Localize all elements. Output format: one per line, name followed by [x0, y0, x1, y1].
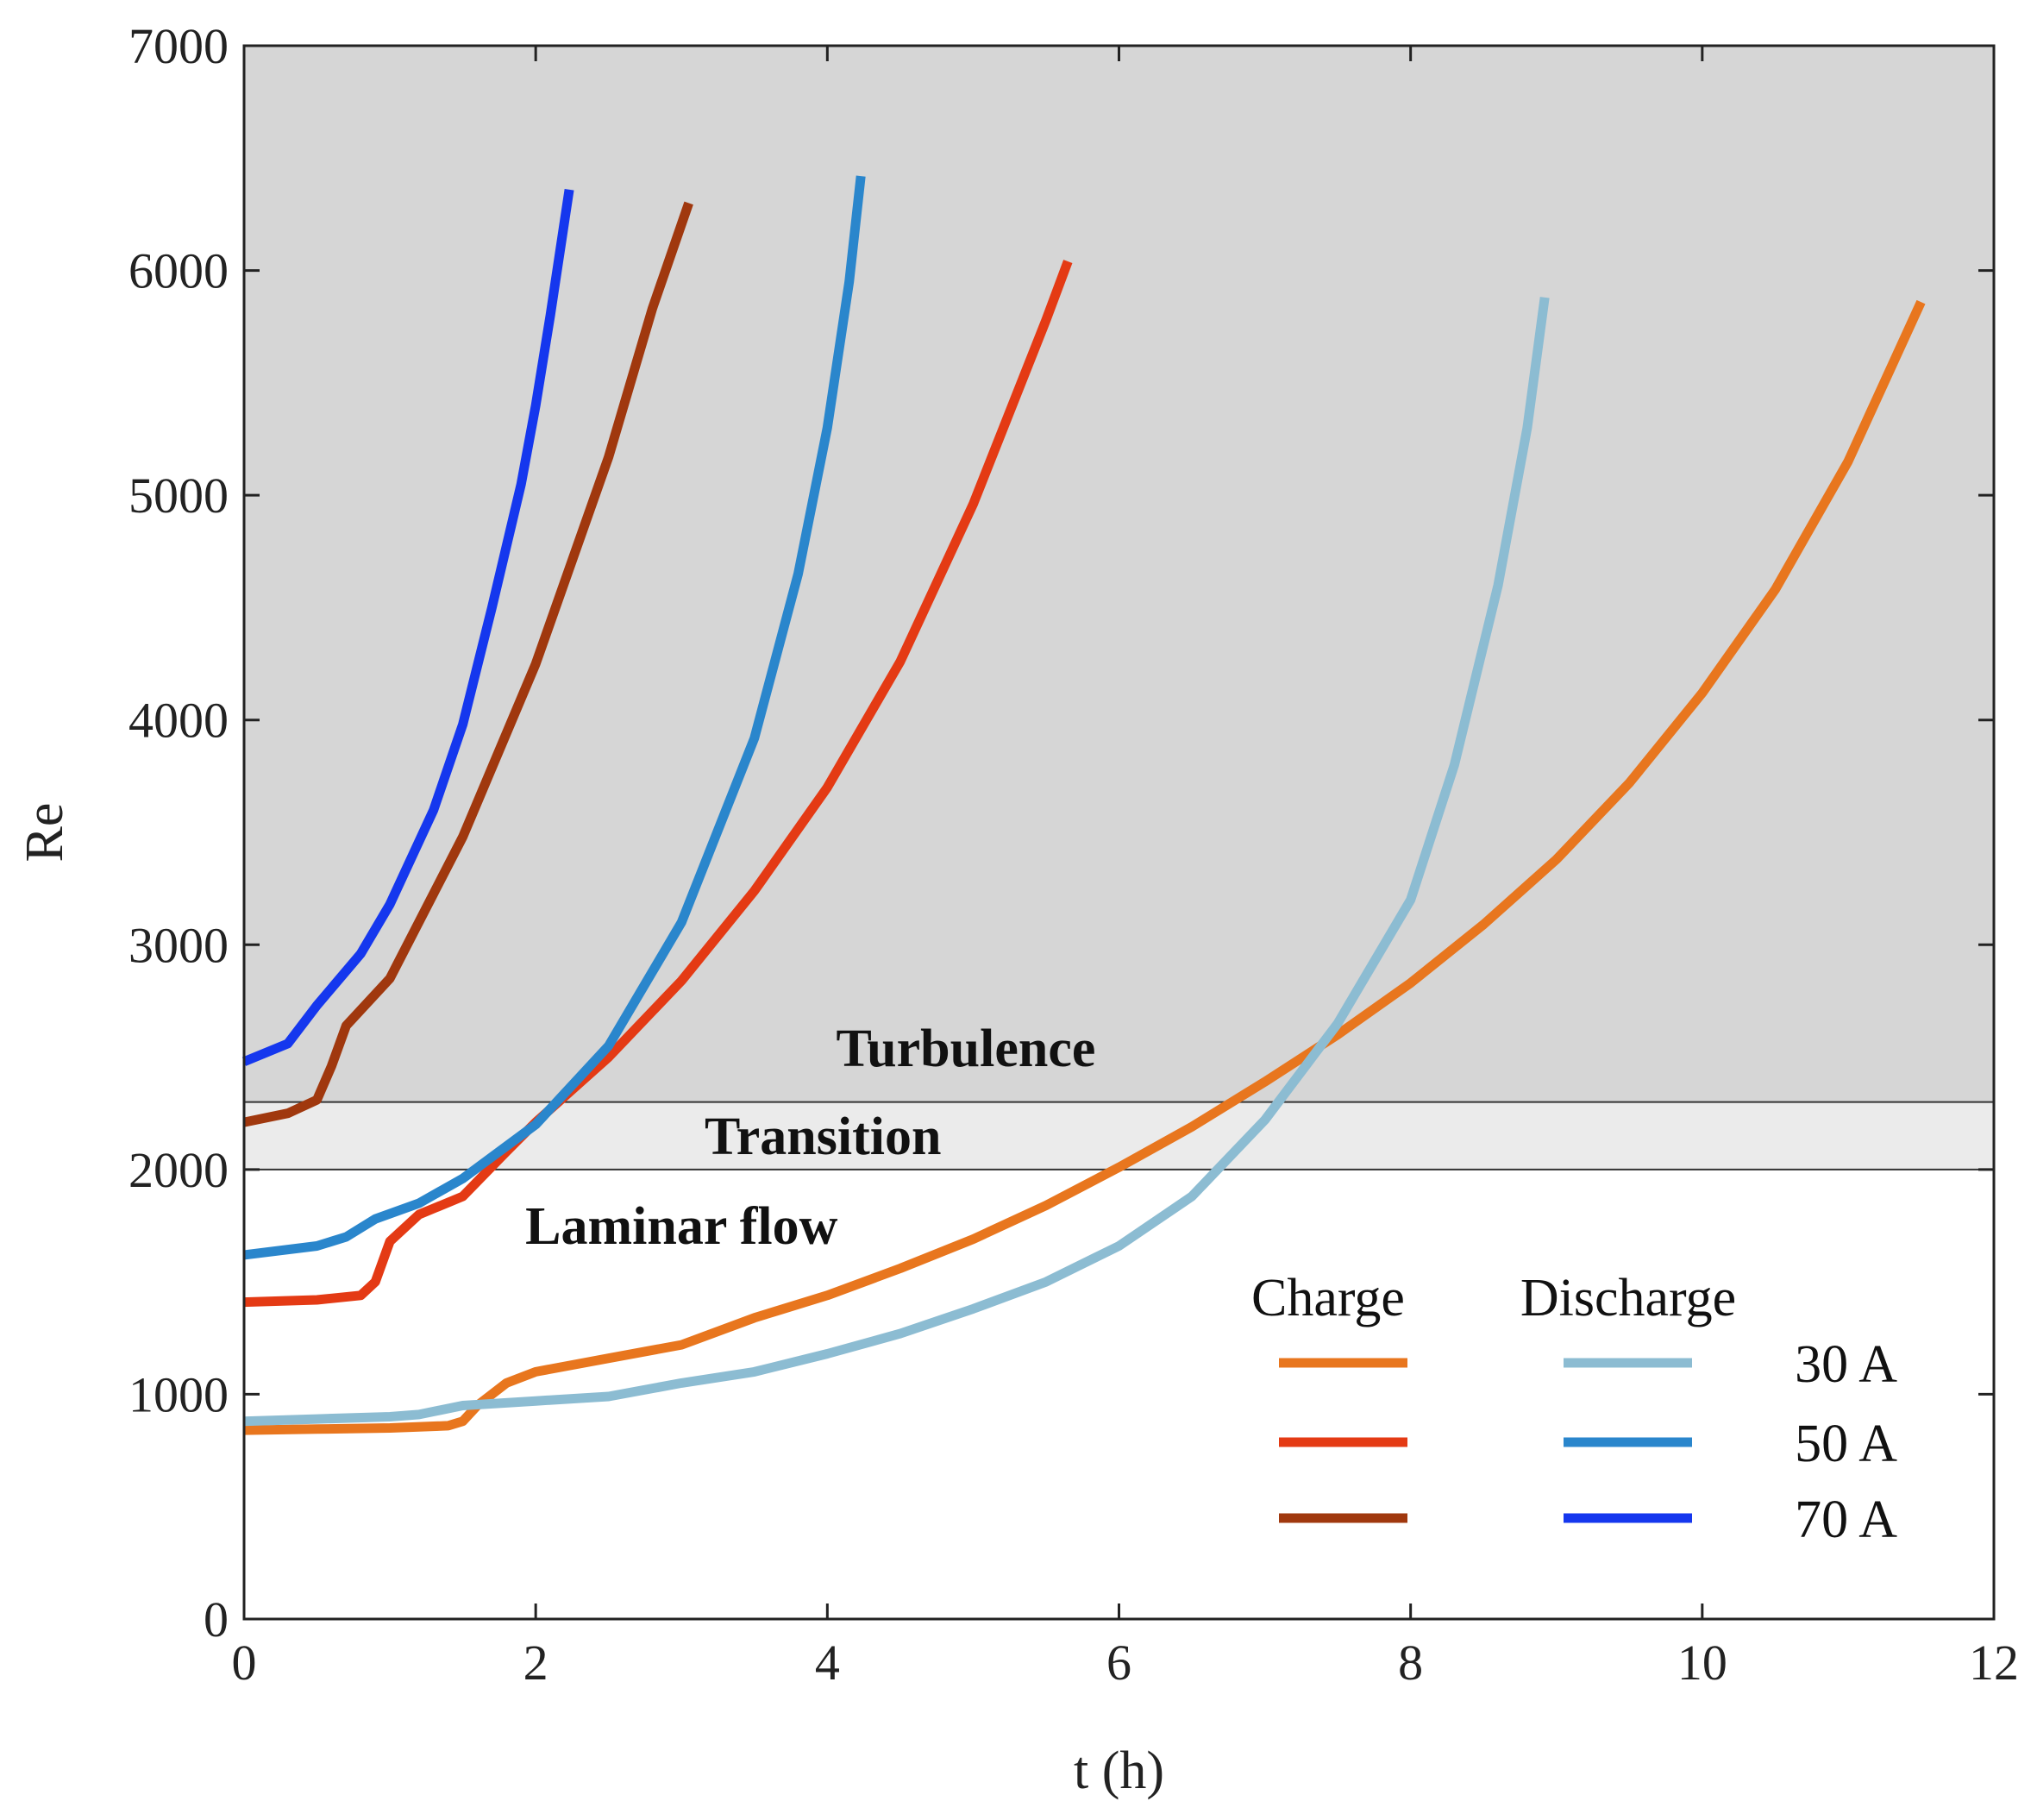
- x-tick-label: 4: [815, 1635, 840, 1691]
- series-line-charge-70a: [242, 201, 693, 1127]
- axis-ticks: [242, 44, 1996, 1621]
- legend-charge-header: Charge: [1251, 1269, 1405, 1327]
- x-tick-label: 0: [232, 1635, 257, 1691]
- x-tick-label: 2: [523, 1635, 548, 1691]
- y-tick-label: 3000: [128, 917, 229, 973]
- legend-current-label: 30 A: [1795, 1335, 1897, 1394]
- y-tick-label: 4000: [128, 693, 229, 749]
- y-axis-title: Re: [16, 803, 74, 863]
- series-line-discharge-70a: [241, 188, 574, 1066]
- region-label-turbulence: Turbulence: [837, 1020, 1096, 1078]
- x-tick-label: 8: [1398, 1635, 1423, 1691]
- series-lines: [241, 175, 1926, 1435]
- x-axis-title: t (h): [1074, 1742, 1164, 1800]
- y-tick-label: 1000: [128, 1366, 229, 1422]
- region-laminar-flow: [244, 1169, 1994, 1619]
- x-tick-label: 12: [1969, 1635, 2019, 1691]
- x-tick-label: 6: [1106, 1635, 1131, 1691]
- y-tick-label: 7000: [128, 18, 229, 74]
- y-tick-label: 5000: [128, 468, 229, 524]
- legend-current-label: 50 A: [1795, 1415, 1897, 1473]
- region-labels: Laminar flow Transition Turbulence: [525, 1020, 1095, 1256]
- legend-discharge-header: Discharge: [1520, 1269, 1736, 1327]
- flow-regions: [244, 46, 1994, 1619]
- region-turbulence: [244, 46, 1994, 1102]
- y-tick-label: 6000: [128, 243, 229, 299]
- y-tick-label: 0: [204, 1591, 229, 1647]
- region-transition: [244, 1101, 1994, 1170]
- region-label-transition: Transition: [705, 1108, 941, 1166]
- y-tick-label: 2000: [128, 1142, 229, 1198]
- legend: Charge Discharge 30 A 50 A 70 A: [1251, 1269, 1897, 1549]
- legend-items: 30 A 50 A 70 A: [1279, 1335, 1897, 1549]
- series-line-discharge-50a: [243, 175, 866, 1260]
- series-line-charge-30a: [243, 299, 1926, 1435]
- x-tick-label: 10: [1677, 1635, 1727, 1691]
- series-line-discharge-30a: [243, 297, 1550, 1427]
- tick-labels: 0 2 4 6 8 10 12 0 1000 2000 3000 4000 5000 6000 7000: [128, 18, 2019, 1691]
- region-label-laminar-flow: Laminar flow: [525, 1197, 837, 1256]
- legend-current-label: 70 A: [1795, 1491, 1897, 1549]
